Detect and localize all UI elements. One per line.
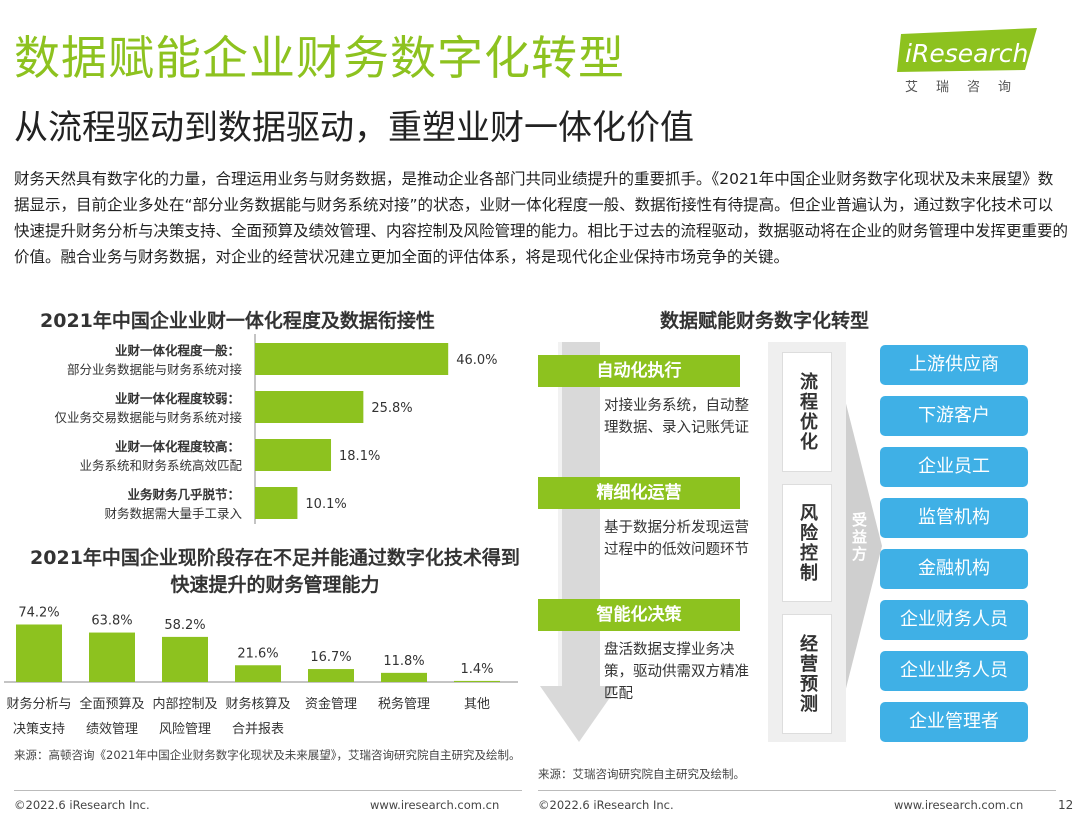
intro-paragraph: 财务天然具有数字化的力量，合理运用业务与财务数据，是推动企业各部门共同业绩提升的… [14,170,1069,266]
chart2-category-label: 绩效管理 [86,722,138,737]
footer-url-right[interactable]: www.iresearch.com.cn [894,798,1024,812]
chart1-bar [255,391,364,423]
chart2-bar [454,680,500,682]
page-title: 数据赋能企业财务数字化转型 [14,31,625,85]
chart2-bar [89,632,135,682]
chart2-category-label: 财务核算及 [225,696,290,712]
chart2-category-label: 税务管理 [378,696,430,712]
chart1-value-label: 46.0% [456,353,497,368]
chart2-category-label: 其他 [464,697,490,712]
chart1-value-label: 18.1% [339,449,380,464]
chart1-category-label: 业财一体化程度一般： [115,343,240,358]
chart1-bar [255,439,332,471]
chart2-value-label: 58.2% [164,618,205,633]
chart1-category-label: 业务财务几乎脱节： [127,487,240,502]
stakeholder-management: 企业管理者 [880,702,1028,742]
chart1-bar [255,343,449,375]
chart1-category-sublabel: 部分业务数据能与财务系统对接 [67,362,243,377]
chart2-bar [16,624,62,682]
footer-url-left[interactable]: www.iresearch.com.cn [370,798,500,812]
middle-item-risk-control: 风险控制 [782,484,832,602]
step-desc-automation: 对接业务系统，自动整理数据、录入记账凭证 [604,398,749,436]
diagram-title: 数据赋能财务数字化转型 [660,310,870,332]
stakeholder-business-staff: 企业业务人员 [880,651,1028,691]
chart2-category-label: 内部控制及 [152,696,217,712]
chart2-value-label: 11.8% [383,654,424,669]
chart1-category-label: 业财一体化程度较弱： [115,391,240,406]
chart2-category-label: 风险管理 [159,722,211,737]
iresearch-logo: iResearch [897,28,1037,72]
beneficiary-chevron [838,372,882,720]
chart2-value-label: 21.6% [237,646,278,661]
chart2-bar [162,636,208,682]
chart2-category-label: 财务分析与 [6,696,71,712]
footer-copyright-left: ©2022.6 iResearch Inc. [14,798,150,812]
middle-item-business-forecast: 经营预测 [782,614,832,734]
chart2-vertical-bar: 74.2% 财务分析与决策支持 63.8% 全面预算及绩效管理 58.2% 内部控制及风险… [4,605,518,737]
chart1-category-sublabel: 仅业务交易数据能与财务系统对接 [54,410,242,425]
chart2-value-label: 16.7% [310,650,351,665]
chart1-value-label: 10.1% [305,497,346,512]
step-label-automation: 自动化执行 [538,355,740,387]
stakeholder-finance-staff: 企业财务人员 [880,600,1028,640]
middle-item-process-optimization: 流程优化 [782,352,832,472]
chart2-category-label: 全面预算及 [79,696,144,712]
source-left: 来源：高顿咨询《2021年中国企业财务数字化现状及未来展望》，艾瑞咨询研究院自主… [14,748,521,762]
stakeholder-employees: 企业员工 [880,447,1028,487]
step-label-refinement: 精细化运营 [538,477,740,509]
chart2-value-label: 63.8% [91,614,132,629]
chart2-bar [308,669,354,682]
step-label-intelligence: 智能化决策 [538,599,740,631]
chart2-bar [235,665,281,682]
chart2-title: 2021年中国企业现阶段存在不足并能通过数字化技术得到快速提升的财务管理能力 [30,547,520,596]
step-desc-refinement: 基于数据分析发现运营过程中的低效问题环节 [604,520,749,558]
logo-text: iResearch [905,39,1028,68]
stakeholder-upstream-supplier: 上游供应商 [880,345,1028,385]
stakeholder-financial-institutions: 金融机构 [880,549,1028,589]
chart2-value-label: 1.4% [460,662,493,677]
footer-divider-left [14,790,522,791]
stakeholder-regulators: 监管机构 [880,498,1028,538]
chart2-bar [381,672,427,682]
footer-divider-right [538,790,1056,791]
source-right: 来源：艾瑞咨询研究院自主研究及绘制。 [538,767,745,781]
chart1-horizontal-bar: 46.0% 业财一体化程度一般： 部分业务数据能与财务系统对接 25.8% 业财一体化程… [54,334,498,524]
beneficiary-label: 受益方 [850,512,868,563]
chart1-category-label: 业财一体化程度较高： [115,439,240,454]
page-number: 12 [1058,798,1074,812]
chart1-value-label: 25.8% [371,401,412,416]
footer-copyright-right: ©2022.6 iResearch Inc. [538,798,674,812]
step-desc-intelligence: 盘活数据支撑业务决策，驱动供需双方精准匹配 [604,642,749,702]
chart2-value-label: 74.2% [18,605,59,620]
logo-subtitle: 艾瑞咨询 [905,80,1030,95]
page-subtitle: 从流程驱动到数据驱动，重塑业财一体化价值 [14,108,694,148]
chart1-title: 2021年中国企业业财一体化程度及数据衔接性 [40,310,435,332]
chart1-category-sublabel: 财务数据需大量手工录入 [104,506,242,521]
chart2-category-label: 决策支持 [13,721,65,737]
chart1-bar [255,487,298,519]
stakeholder-downstream-customer: 下游客户 [880,396,1028,436]
chart2-category-label: 资金管理 [305,696,357,712]
chart1-category-sublabel: 业务系统和财务系统高效匹配 [79,458,242,473]
chart2-category-label: 合并报表 [232,722,284,737]
